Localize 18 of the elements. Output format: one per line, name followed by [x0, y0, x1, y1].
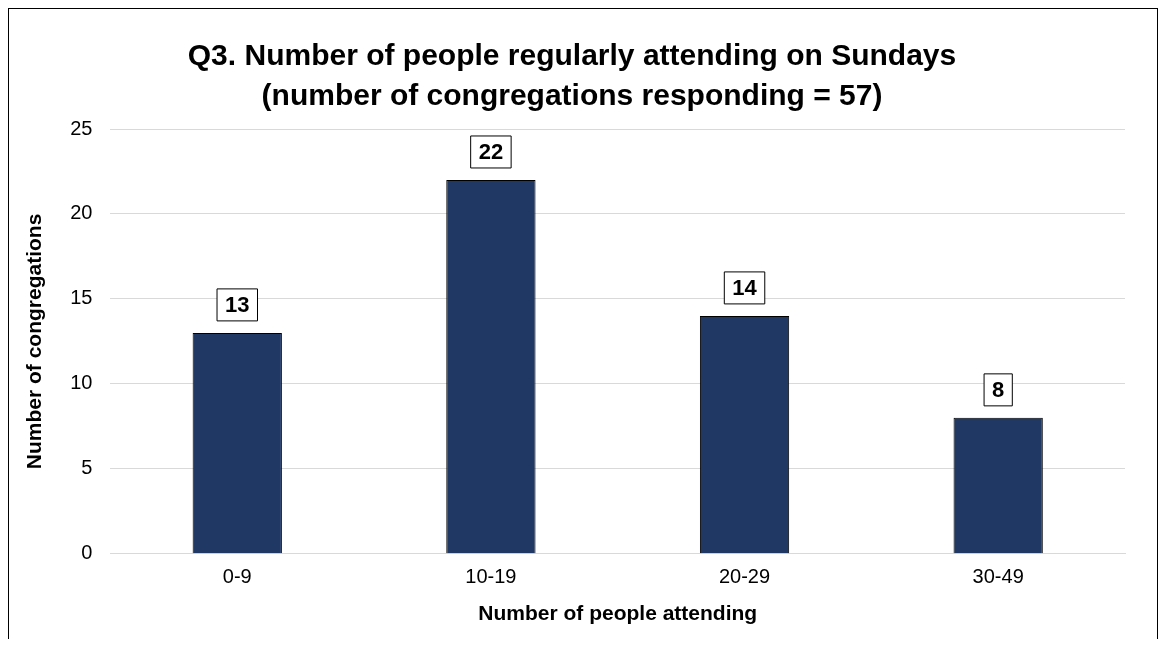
y-axis-title: Number of congregations: [22, 213, 46, 470]
x-axis-title: Number of people attending: [478, 601, 758, 625]
y-tick-label: 20: [70, 201, 93, 224]
x-tick-label: 20-29: [718, 565, 771, 588]
chart-title: Q3. Number of people regularly attending on Sundays: [187, 38, 957, 72]
data-label: 13: [225, 291, 250, 317]
chart-subtitle: (number of congregations responding = 57): [261, 78, 883, 112]
x-tick-label: 0-9: [222, 565, 252, 588]
y-tick-label: 10: [70, 371, 93, 394]
y-tick-label: 5: [81, 456, 93, 479]
x-tick-label: 30-49: [972, 565, 1024, 588]
y-tick-label: 25: [70, 116, 93, 139]
x-tick-label: 10-19: [465, 565, 517, 588]
y-tick-label: 0: [81, 541, 93, 564]
data-label: 22: [478, 139, 504, 165]
data-label: 8: [992, 376, 1005, 402]
y-tick-label: 15: [70, 286, 93, 309]
data-label: 14: [732, 274, 758, 300]
